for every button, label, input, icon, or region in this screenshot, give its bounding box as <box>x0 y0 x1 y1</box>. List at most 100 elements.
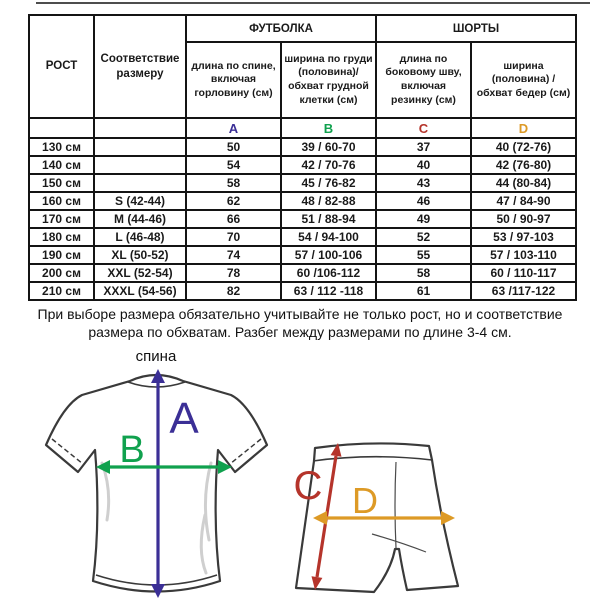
table-row: 200 см XXL (52-54) 78 60 /106-112 58 60 / 110… <box>28 263 577 283</box>
table-cell: 50 <box>185 137 282 157</box>
table-row: 170 см M (44-46) 66 51 / 88-94 49 50 / 90-97 <box>28 209 577 229</box>
tshirt-wrinkle-bottom <box>199 513 208 575</box>
table-cell: 44 (80-84) <box>470 173 577 193</box>
shorts-diagram: C D <box>294 442 460 594</box>
table-row: 140 см 54 42 / 70-76 40 42 (76-80) <box>28 155 577 175</box>
arrowhead-b-right-icon <box>218 460 232 474</box>
table-cell: 50 / 90-97 <box>470 209 577 229</box>
table-cell: S (42-44) <box>93 191 187 211</box>
table-cell: 48 / 82-88 <box>280 191 377 211</box>
table-cell <box>93 173 187 193</box>
table-cell: 62 <box>185 191 282 211</box>
table-row: 210 см XXXL (54-56) 82 63 / 112 -118 61 63 /1… <box>28 281 577 301</box>
table-cell: 42 / 70-76 <box>280 155 377 175</box>
tshirt-collar-seam <box>127 381 186 388</box>
table-cell: 51 / 88-94 <box>280 209 377 229</box>
table-cell: 160 см <box>28 191 95 211</box>
arrowhead-c-bottom-icon <box>311 576 323 590</box>
table-cell: 40 (72-76) <box>470 137 577 157</box>
col-header-shorts-length: длина по боковому шву, включая резинку (… <box>375 41 472 119</box>
diagram-letter-b: B <box>119 429 144 471</box>
table-cell: 60 / 110-117 <box>470 263 577 283</box>
size-table: РОСТ Соответствие размеру ФУТБОЛКА ШОРТЫ… <box>28 14 577 301</box>
table-cell: 53 / 97-103 <box>470 227 577 247</box>
table-cell: 150 см <box>28 173 95 193</box>
table-cell: 55 <box>375 245 472 265</box>
group-header-shorts: ШОРТЫ <box>375 14 577 43</box>
table-cell: 57 / 103-110 <box>470 245 577 265</box>
table-cell: 66 <box>185 209 282 229</box>
diagram-letter-c: C <box>294 464 323 508</box>
table-cell <box>93 137 187 157</box>
table-cell: 190 см <box>28 245 95 265</box>
col-header-tshirt-width: ширина по груди (половина)/обхват грудно… <box>280 41 377 119</box>
shorts-center-seam <box>394 461 397 549</box>
table-cell: 40 <box>375 155 472 175</box>
col-header-tshirt-length: длина по спине, включая горловину (см) <box>185 41 282 119</box>
table-cell: 70 <box>185 227 282 247</box>
table-cell: 63 /117-122 <box>470 281 577 301</box>
group-header-tshirt: ФУТБОЛКА <box>185 14 377 43</box>
diagram-letter-d: D <box>352 480 378 521</box>
tshirt-cuff-seam-right <box>229 438 262 465</box>
table-cell: 37 <box>375 137 472 157</box>
table-cell: 45 / 76-82 <box>280 173 377 193</box>
table-cell: 54 / 94-100 <box>280 227 377 247</box>
arrowhead-d-right-icon <box>441 511 455 525</box>
table-cell: 78 <box>185 263 282 283</box>
table-row: 180 см L (46-48) 70 54 / 94-100 52 53 / 97-10… <box>28 227 577 247</box>
tshirt-wrinkle-right <box>203 461 213 542</box>
arrowhead-d-left-icon <box>313 511 327 525</box>
size-table-body: 130 см 50 39 / 60-70 37 40 (72-76) 140 см 54 42… <box>28 137 577 301</box>
table-cell: 58 <box>185 173 282 193</box>
col-header-shorts-width: ширина (половина) / обхват бедер (см) <box>470 41 577 119</box>
shorts-crease-line <box>371 533 427 553</box>
table-cell: 60 /106-112 <box>280 263 377 283</box>
table-row: 130 см 50 39 / 60-70 37 40 (72-76) <box>28 137 577 157</box>
letter-cell-empty <box>93 117 187 139</box>
table-cell: 58 <box>375 263 472 283</box>
shorts-waistband-seam <box>312 455 433 462</box>
table-cell: 82 <box>185 281 282 301</box>
tshirt-back-diagram: A B <box>44 369 269 598</box>
table-cell: M (44-46) <box>93 209 187 229</box>
table-cell: 74 <box>185 245 282 265</box>
diagram-letter-a: A <box>169 394 199 443</box>
col-header-size: Соответствие размеру <box>93 14 187 119</box>
size-note: При выборе размера обязательно учитывайт… <box>37 306 563 340</box>
table-cell: 49 <box>375 209 472 229</box>
table-row: 150 см 58 45 / 76-82 43 44 (80-84) <box>28 173 577 193</box>
table-cell: 43 <box>375 173 472 193</box>
table-cell: 200 см <box>28 263 95 283</box>
table-cell <box>93 155 187 175</box>
col-header-height: РОСТ <box>28 14 95 119</box>
table-cell: 54 <box>185 155 282 175</box>
measure-letter-a: A <box>185 117 282 139</box>
table-cell: 130 см <box>28 137 95 157</box>
table-cell: 140 см <box>28 155 95 175</box>
letter-cell-empty <box>28 117 95 139</box>
table-row: 160 см S (42-44) 62 48 / 82-88 46 47 / 84-90 <box>28 191 577 211</box>
table-cell: 180 см <box>28 227 95 247</box>
table-cell: XXXL (54-56) <box>93 281 187 301</box>
tshirt-cuff-seam-left <box>51 438 84 465</box>
table-cell: 47 / 84-90 <box>470 191 577 211</box>
top-divider <box>36 2 590 4</box>
arrowhead-a-top-icon <box>151 369 165 383</box>
table-row: 190 см XL (50-52) 74 57 / 100-106 55 57 / 103… <box>28 245 577 265</box>
arrowhead-b-left-icon <box>96 460 110 474</box>
arrowhead-a-bottom-icon <box>151 584 165 598</box>
table-cell: 61 <box>375 281 472 301</box>
table-cell: 46 <box>375 191 472 211</box>
measure-letter-c: C <box>375 117 472 139</box>
table-cell: 42 (76-80) <box>470 155 577 175</box>
table-cell: L (46-48) <box>93 227 187 247</box>
arrowhead-c-top-icon <box>330 443 342 457</box>
table-cell: XXL (52-54) <box>93 263 187 283</box>
table-cell: XL (50-52) <box>93 245 187 265</box>
table-cell: 52 <box>375 227 472 247</box>
table-cell: 39 / 60-70 <box>280 137 377 157</box>
tshirt-back-caption: спина <box>135 348 177 365</box>
measure-letter-d: D <box>470 117 577 139</box>
